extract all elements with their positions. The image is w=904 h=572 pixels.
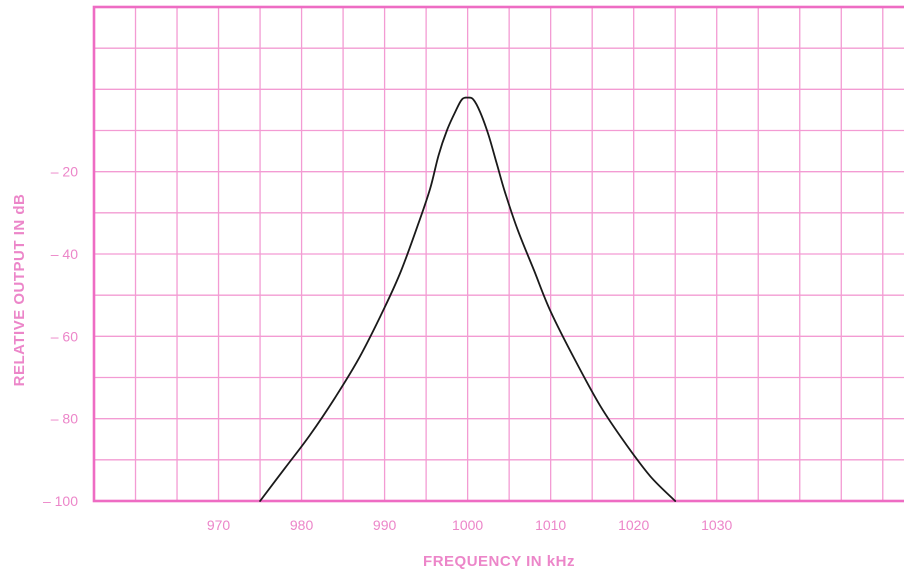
x-axis-label: FREQUENCY IN kHz [423, 553, 575, 570]
y-tick-label: – 60 [51, 328, 78, 344]
y-tick-label: – 40 [51, 246, 78, 262]
x-tick-label: 1030 [701, 517, 732, 533]
grid [93, 6, 904, 502]
y-axis-label: RELATIVE OUTPUT IN dB [11, 194, 28, 387]
y-tick-label: – 100 [43, 493, 78, 509]
plot-frame [92, 5, 904, 503]
x-tick-label: 1010 [535, 517, 566, 533]
x-tick-label: 1000 [452, 517, 483, 533]
y-tick-label: – 80 [51, 411, 78, 427]
x-tick-label: 1020 [618, 517, 649, 533]
x-tick-label: 980 [290, 517, 314, 533]
y-tick-label: – 20 [51, 164, 78, 180]
response-curve [259, 96, 677, 502]
x-tick-label: 970 [207, 517, 231, 533]
x-tick-label: 990 [373, 517, 397, 533]
x-tick-labels: 970 980 990 1000 1010 1020 1030 [207, 517, 733, 533]
y-tick-labels: – 20 – 40 – 60 – 80 – 100 [43, 164, 78, 509]
